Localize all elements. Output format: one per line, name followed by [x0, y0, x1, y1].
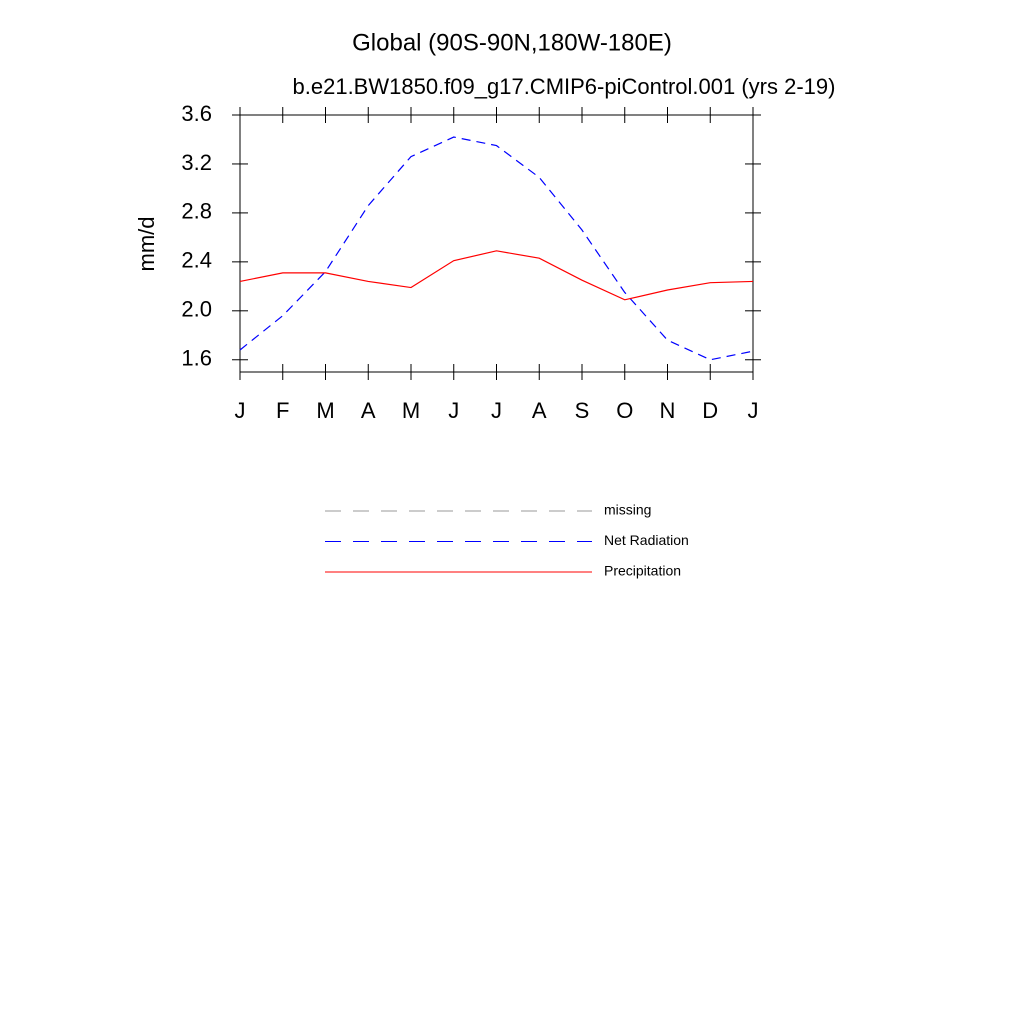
x-tick-label: F — [276, 398, 289, 423]
legend-label: missing — [604, 502, 651, 518]
x-tick-label: M — [316, 398, 334, 423]
y-tick-label: 2.8 — [181, 199, 212, 224]
x-tick-label: N — [660, 398, 676, 423]
x-tick-label: J — [748, 398, 759, 423]
x-tick-label: S — [575, 398, 590, 423]
x-tick-label: J — [448, 398, 459, 423]
x-tick-label: A — [532, 398, 547, 423]
x-tick-label: J — [235, 398, 246, 423]
y-tick-label: 3.6 — [181, 101, 212, 126]
data-line — [239, 136, 754, 361]
chart-title: Global (90S-90N,180W-180E) — [352, 29, 672, 56]
y-axis-label: mm/d — [134, 217, 159, 272]
x-tick-label: D — [702, 398, 718, 423]
x-tick-label: O — [616, 398, 633, 423]
data-line — [239, 250, 754, 301]
y-tick-label: 1.6 — [181, 346, 212, 371]
y-tick-label: 2.4 — [181, 248, 212, 273]
x-tick-label: M — [402, 398, 420, 423]
y-tick-label: 3.2 — [181, 150, 212, 175]
y-tick-label: 2.0 — [181, 297, 212, 322]
legend-label: Net Radiation — [604, 532, 689, 548]
plot-frame — [239, 114, 754, 373]
chart-subtitle: b.e21.BW1850.f09_g17.CMIP6-piControl.001… — [293, 74, 836, 99]
legend-label: Precipitation — [604, 563, 681, 579]
x-tick-label: A — [361, 398, 376, 423]
x-tick-label: J — [491, 398, 502, 423]
